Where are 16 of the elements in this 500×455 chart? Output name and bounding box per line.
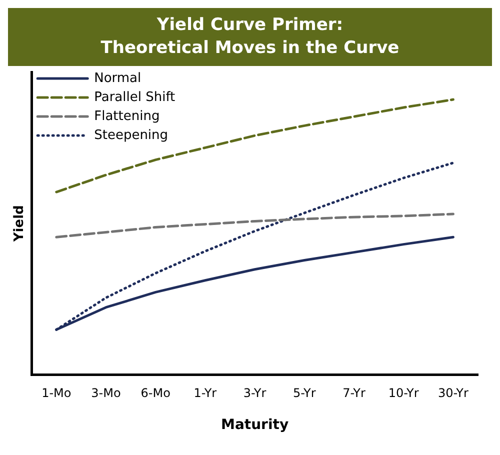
x-tick-label: 10-Yr — [388, 386, 419, 400]
x-tick-label: 1-Mo — [42, 386, 72, 400]
x-axis-title: Maturity — [221, 417, 289, 434]
y-axis-title: Yield — [12, 205, 28, 243]
x-tick-label: 3-Yr — [243, 386, 266, 400]
x-tick-label: 6-Mo — [140, 386, 170, 400]
chart-title: Yield Curve Primer: Theoretical Moves in the Curve — [8, 8, 492, 66]
x-tick-label: 1-Yr — [194, 386, 217, 400]
legend-label: Parallel Shift — [94, 90, 176, 105]
x-tick-label: 30-Yr — [438, 386, 468, 400]
x-tick-label: 3-Mo — [91, 386, 121, 400]
x-tick-label: 7-Yr — [342, 386, 366, 400]
legend-label: Flattening — [94, 108, 160, 124]
legend-label: Steepening — [94, 128, 168, 143]
x-tick-label: 5-Yr — [292, 386, 316, 400]
legend-label: Normal — [94, 70, 142, 86]
